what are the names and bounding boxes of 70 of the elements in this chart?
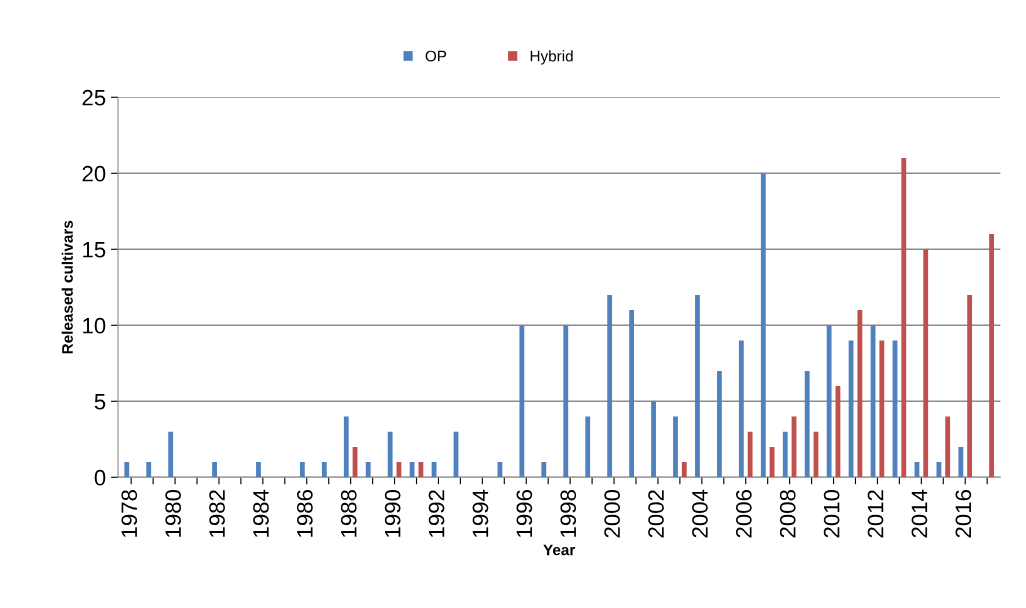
y-tick-label: 10 (83, 317, 106, 334)
bar (967, 294, 973, 478)
bar (848, 340, 854, 478)
bar (673, 416, 678, 478)
bar (945, 416, 951, 478)
bar (256, 462, 261, 478)
bar (826, 325, 832, 478)
bar (760, 173, 766, 478)
bar (563, 325, 569, 478)
bar (716, 370, 722, 478)
bar (695, 294, 700, 478)
x-tick-label: 1978 (121, 490, 138, 537)
y-tick-label: 5 (94, 394, 106, 410)
bar (901, 158, 907, 478)
bar (299, 462, 305, 478)
bar (607, 294, 613, 478)
x-tick-label: 2014 (911, 489, 928, 538)
bar (923, 249, 929, 478)
bar (321, 462, 327, 478)
y-tick-label: 15 (83, 242, 106, 258)
bar (879, 340, 885, 478)
bar (958, 446, 964, 478)
legend-label: OP (425, 50, 447, 62)
bar (497, 462, 503, 478)
x-tick-label: 1988 (340, 490, 357, 537)
x-tick-label: 1984 (253, 489, 269, 537)
bar (343, 416, 349, 478)
bar (365, 462, 371, 478)
bar (747, 431, 753, 478)
bar (519, 325, 525, 478)
y-tick-label: 0 (94, 469, 106, 486)
y-tick-label: 25 (82, 89, 106, 106)
bar (387, 431, 393, 478)
bar (585, 416, 591, 478)
bar (681, 462, 687, 478)
bar (212, 462, 217, 478)
x-tick-label: 1994 (472, 489, 489, 537)
bar (989, 234, 994, 478)
x-tick-label: 1990 (384, 489, 401, 537)
x-tick-label: 1996 (516, 490, 533, 537)
bar (418, 462, 424, 478)
x-tick-label: 2012 (867, 490, 884, 538)
x-tick-label: 1992 (428, 490, 445, 537)
legend-label: Hybrid (530, 50, 573, 65)
bar (782, 431, 788, 478)
x-tick-label: 2010 (823, 489, 840, 538)
bar (541, 462, 547, 478)
bar (857, 310, 863, 478)
x-tick-label: 2008 (779, 490, 796, 538)
bar (936, 462, 942, 478)
bar (146, 462, 152, 478)
y-axis-title: Released cultivars (61, 220, 73, 354)
bar (738, 340, 744, 478)
bar (629, 310, 635, 478)
x-tick-label: 1980 (165, 489, 182, 537)
bar (804, 370, 810, 478)
x-tick-label: 2016 (955, 490, 972, 538)
x-tick-label: 1998 (560, 490, 577, 537)
bar (651, 401, 656, 478)
x-tick-label: 1986 (296, 490, 313, 537)
x-tick-label: 2000 (604, 489, 621, 538)
x-tick-label: 2002 (648, 490, 664, 538)
bar (409, 462, 415, 478)
bar (168, 431, 174, 478)
x-tick-label: 2004 (692, 489, 708, 538)
x-axis-title: Year (543, 544, 576, 556)
x-tick-label: 2006 (735, 490, 752, 538)
bar (124, 462, 130, 478)
x-tick-label: 1982 (209, 490, 225, 537)
y-tick-label: 20 (82, 165, 106, 182)
